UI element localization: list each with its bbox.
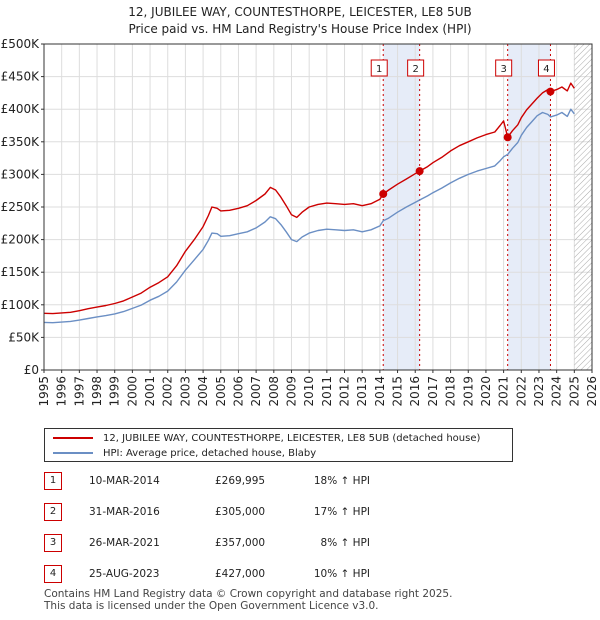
x-tick-label: 2018 [444,376,458,407]
table-row: 1 10-MAR-2014 £269,995 18% ↑ HPI [44,472,404,492]
x-tick-label: 2026 [585,376,599,407]
transaction-date: 26-MAR-2021 [89,537,160,549]
x-tick-label: 2019 [461,376,475,407]
future-hatch-region [574,44,592,370]
hpi-series-line [43,108,575,324]
x-tick-label: 2025 [567,376,581,407]
x-tick-label: 2005 [214,376,228,407]
sale-number-box [370,59,388,77]
sale-point [415,167,424,176]
x-tick-label: 2002 [161,376,175,407]
y-tick-label: £100K [1,298,41,312]
y-tick-label: £250K [1,200,41,214]
footer-line1: Contains HM Land Registry data © Crown c… [44,588,453,600]
x-tick-label: 2003 [178,376,192,407]
transaction-hpi-change: 10% ↑ HPI [313,568,370,580]
x-tick-label: 2024 [550,376,564,407]
sale-point [503,133,512,142]
table-row: 4 25-AUG-2023 £427,000 10% ↑ HPI [44,565,404,585]
y-tick-label: £450K [1,70,41,84]
x-tick-label: 2008 [267,376,281,407]
x-tick-label: 2010 [302,376,316,407]
x-tick-label: 2013 [355,376,369,407]
price-series-line [43,82,575,315]
x-tick-label: 2014 [373,376,387,407]
x-tick-label: 2023 [532,376,546,407]
transaction-number-badge: 4 [44,565,62,583]
x-tick-label: 2006 [231,376,245,407]
sale-number-label: 1 [376,64,382,75]
x-tick-label: 2004 [196,376,210,407]
y-tick-label: £400K [1,102,41,116]
x-tick-label: 2001 [143,376,157,407]
x-tick-label: 1996 [55,376,69,407]
x-tick-label: 1998 [90,376,104,407]
legend-label-price: 12, JUBILEE WAY, COUNTESTHORPE, LEICESTE… [103,432,481,444]
x-tick-label: 2009 [284,376,298,407]
x-tick-label: 1999 [108,376,122,407]
transaction-price: £305,000 [215,506,266,518]
x-tick-label: 2021 [497,376,511,407]
y-tick-label: £200K [1,233,41,247]
x-tick-label: 1997 [72,376,86,407]
x-tick-label: 2007 [249,376,263,407]
x-tick-label: 2016 [408,376,422,407]
transaction-date: 31-MAR-2016 [89,506,160,518]
transaction-number-badge: 3 [44,534,62,552]
legend-label-hpi: HPI: Average price, detached house, Blab… [103,447,317,459]
sale-point [379,189,388,198]
x-tick-label: 2020 [479,376,493,407]
x-tick-label: 2017 [426,376,440,407]
chart-legend: 12, JUBILEE WAY, COUNTESTHORPE, LEICESTE… [44,428,513,462]
transaction-number-badge: 2 [44,503,62,521]
transaction-number-badge: 1 [44,472,62,490]
table-row: 2 31-MAR-2016 £305,000 17% ↑ HPI [44,503,404,523]
table-row: 3 26-MAR-2021 £357,000 8% ↑ HPI [44,534,404,554]
sale-number-label: 3 [500,64,506,75]
y-tick-label: £0 [24,363,39,377]
sale-point [546,87,555,96]
x-tick-label: 2015 [391,376,405,407]
transaction-price: £269,995 [215,475,266,487]
y-tick-label: £300K [1,167,41,181]
x-tick-label: 2000 [125,376,139,407]
legend-swatch-hpi [53,452,93,454]
transaction-hpi-change: 8% ↑ HPI [320,537,370,549]
transaction-date: 10-MAR-2014 [89,475,160,487]
sale-number-box [407,59,425,77]
x-tick-label: 2012 [338,376,352,407]
y-tick-label: £150K [1,265,41,279]
chart-title-line1: 12, JUBILEE WAY, COUNTESTHORPE, LEICESTE… [128,5,472,19]
footer-line2: This data is licensed under the Open Gov… [44,600,379,612]
chart-title: 12, JUBILEE WAY, COUNTESTHORPE, LEICESTE… [0,4,600,38]
y-tick-label: £50K [8,330,40,344]
sale-number-label: 2 [412,64,418,75]
transaction-hpi-change: 18% ↑ HPI [313,475,370,487]
y-tick-label: £500K [1,37,41,51]
x-tick-label: 2022 [514,376,528,407]
transaction-date: 25-AUG-2023 [89,568,160,580]
chart-title-line2: Price paid vs. HM Land Registry's House … [128,22,472,36]
legend-item-price: 12, JUBILEE WAY, COUNTESTHORPE, LEICESTE… [53,431,480,445]
transaction-price: £357,000 [215,537,266,549]
transaction-price: £427,000 [215,568,266,580]
transaction-hpi-change: 17% ↑ HPI [313,506,370,518]
sale-number-label: 4 [543,64,549,75]
price-chart: 1 2 3 4 £0 £50K £100K £150K £200K £250K £300K £350… [1,37,599,407]
x-tick-label: 2011 [320,376,334,407]
y-tick-label: £350K [1,135,41,149]
x-tick-label: 1995 [37,376,51,407]
sale-number-box [537,59,555,77]
legend-swatch-price [53,437,93,439]
footer-attribution: Contains HM Land Registry data © Crown c… [44,588,452,612]
sale-number-box [495,59,513,77]
legend-item-hpi: HPI: Average price, detached house, Blab… [53,446,316,460]
